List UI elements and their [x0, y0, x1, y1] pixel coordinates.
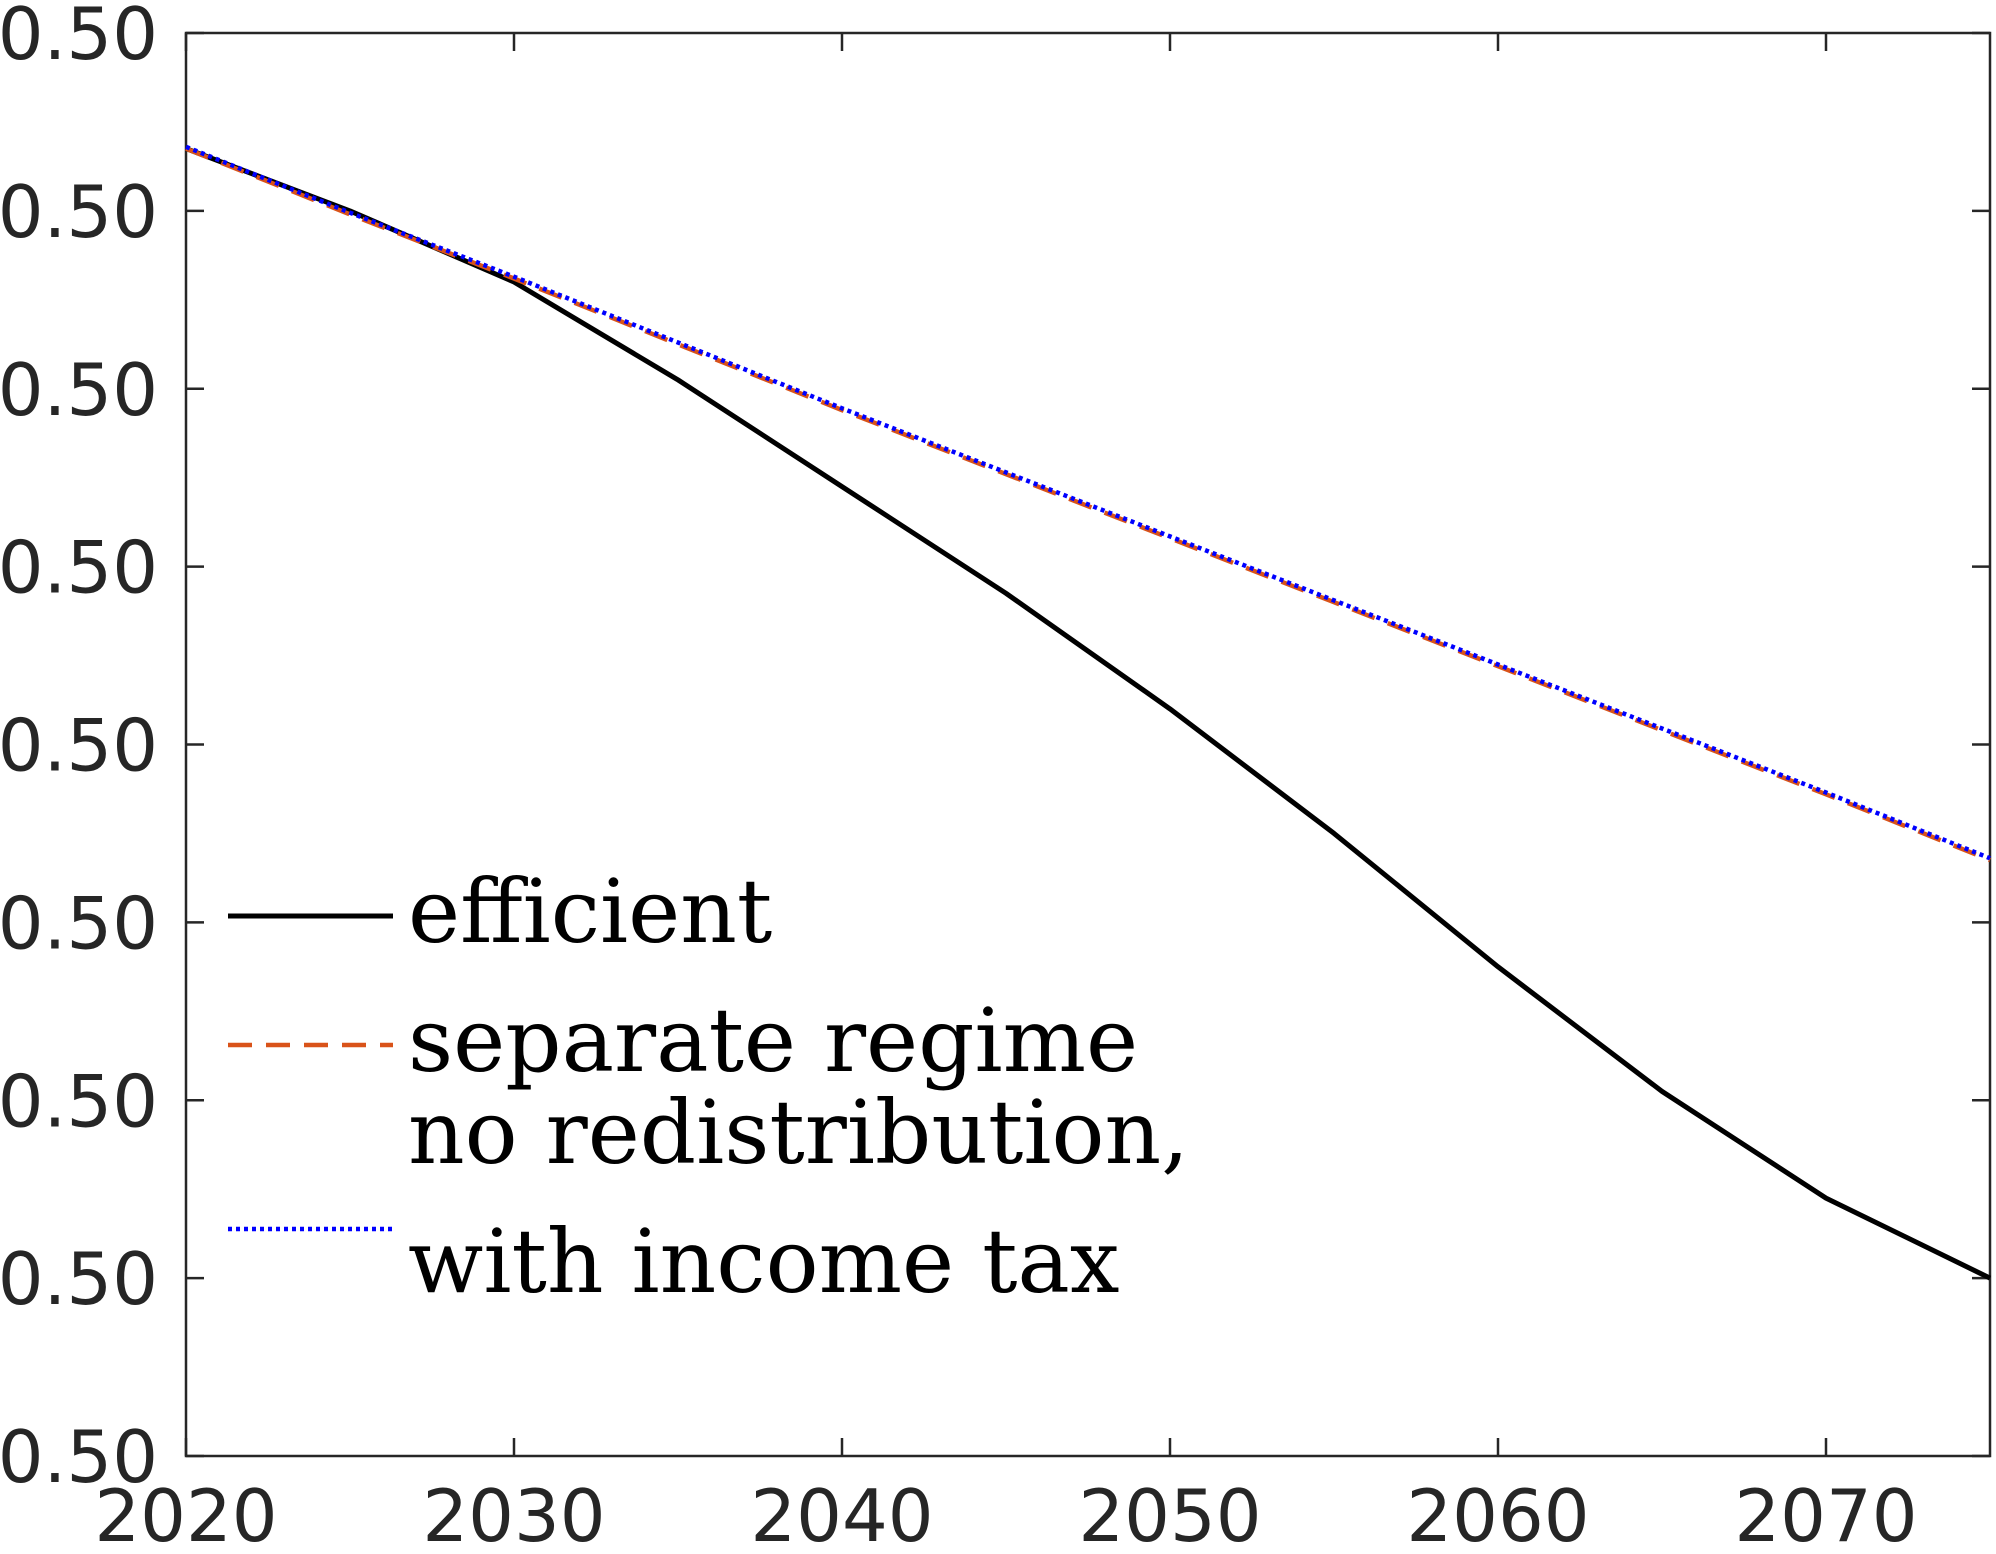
y-tick-label: 0.50 [0, 348, 158, 432]
series-line-3 [185, 144, 1991, 861]
axes [184, 31, 1992, 1458]
series-lines [185, 144, 1992, 1281]
legend-label: separate regime [408, 989, 1138, 1092]
tick-labels: 2020 2030 2040 2050 2060 2070 0.50 0.50 0.50 0.50… [0, 0, 1918, 1554]
legend-label: no redistribution, [408, 1081, 1189, 1184]
y-tick-label: 0.50 [0, 0, 158, 76]
y-tick-label: 0.50 [0, 1415, 158, 1499]
x-tick-label: 2020 [94, 1474, 277, 1554]
y-tick-label: 0.50 [0, 526, 158, 610]
y-tick-label: 0.50 [0, 1059, 158, 1143]
y-tick-label: 0.50 [0, 170, 158, 254]
x-tick-label: 2030 [422, 1474, 605, 1554]
y-tick-label: 0.50 [0, 1237, 158, 1321]
x-tick-label: 2060 [1406, 1474, 1589, 1554]
x-tick-label: 2050 [1078, 1474, 1261, 1554]
y-tick-label: 0.50 [0, 704, 158, 788]
legend-label: efficient [408, 860, 772, 963]
legend-label: with income tax [408, 1210, 1120, 1313]
x-tick-label: 2070 [1734, 1474, 1917, 1554]
y-tick-label: 0.50 [0, 881, 158, 965]
x-tick-label: 2040 [750, 1474, 933, 1554]
